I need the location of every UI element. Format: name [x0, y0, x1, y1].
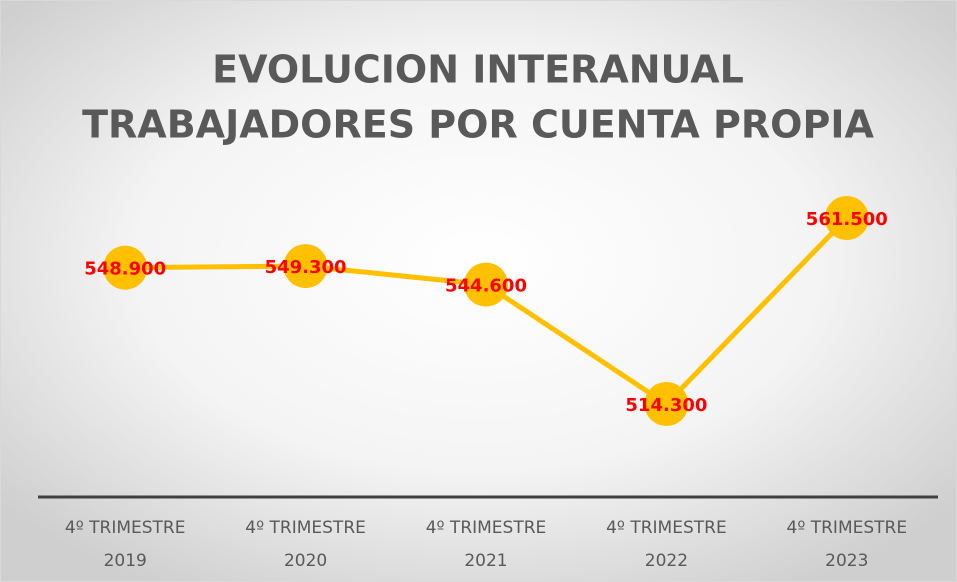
point-marker	[824, 196, 869, 240]
x-tick-label: 4º TRIMESTRE	[606, 518, 727, 538]
x-tick-label: 2019	[104, 551, 147, 571]
point-marker	[283, 244, 328, 289]
data-label: 544.600	[445, 276, 527, 297]
chart-title: EVOLUCION INTERANUAL	[212, 48, 744, 92]
x-tick-label: 4º TRIMESTRE	[426, 518, 547, 538]
data-label: 514.300	[625, 395, 707, 416]
x-tick-label: 2022	[645, 551, 688, 571]
x-tick-label: 4º TRIMESTRE	[245, 518, 366, 538]
data-label: 561.500	[806, 209, 888, 230]
x-tick-label: 2023	[825, 551, 868, 571]
x-tick-label: 4º TRIMESTRE	[787, 518, 908, 538]
chart-title: TRABAJADORES POR CUENTA PROPIA	[82, 103, 874, 147]
x-tick-label: 2021	[464, 551, 507, 571]
point-marker	[103, 245, 148, 290]
x-tick-label: 2020	[284, 551, 327, 571]
x-tick-label: 4º TRIMESTRE	[65, 518, 186, 538]
point-marker	[464, 262, 508, 307]
data-label: 548.900	[84, 259, 166, 280]
point-marker	[644, 382, 689, 426]
data-label: 549.300	[265, 257, 347, 278]
